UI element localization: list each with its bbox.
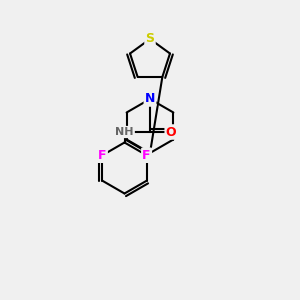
Text: F: F bbox=[98, 149, 107, 162]
Text: O: O bbox=[166, 125, 176, 139]
Text: N: N bbox=[145, 92, 155, 106]
Text: F: F bbox=[142, 149, 151, 162]
Text: NH: NH bbox=[115, 127, 134, 137]
Text: S: S bbox=[146, 32, 154, 46]
